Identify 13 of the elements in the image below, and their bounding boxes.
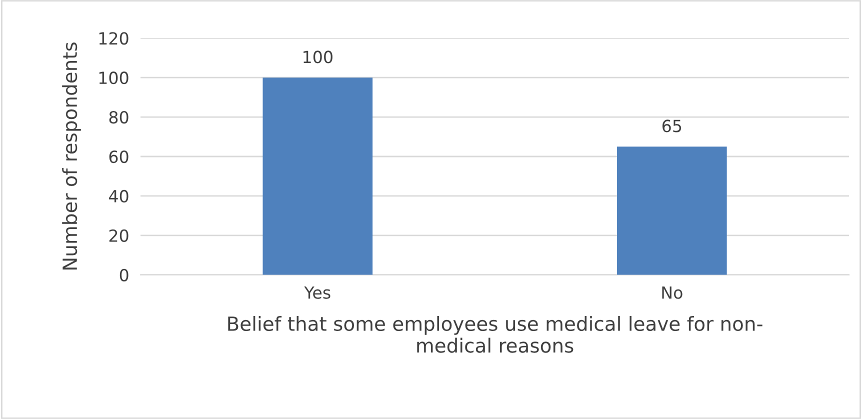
y-axis-title: Number of respondents bbox=[62, 42, 81, 270]
y-tick-label: 0 bbox=[120, 268, 128, 282]
y-tick-label: 60 bbox=[109, 150, 128, 164]
x-tick-label: No bbox=[662, 286, 682, 299]
x-tick-label: Yes bbox=[304, 286, 330, 299]
data-label: 65 bbox=[662, 120, 682, 132]
y-tick-label: 100 bbox=[99, 72, 128, 84]
data-label: 100 bbox=[304, 50, 332, 64]
y-tick-label: 120 bbox=[99, 32, 128, 45]
y-tick-label: 40 bbox=[109, 190, 128, 203]
y-tick-label: 80 bbox=[109, 111, 128, 124]
x-axis-title: Belief that some employees use medical leave for non- medical reasons bbox=[228, 316, 762, 353]
y-tick-label: 20 bbox=[109, 229, 128, 242]
